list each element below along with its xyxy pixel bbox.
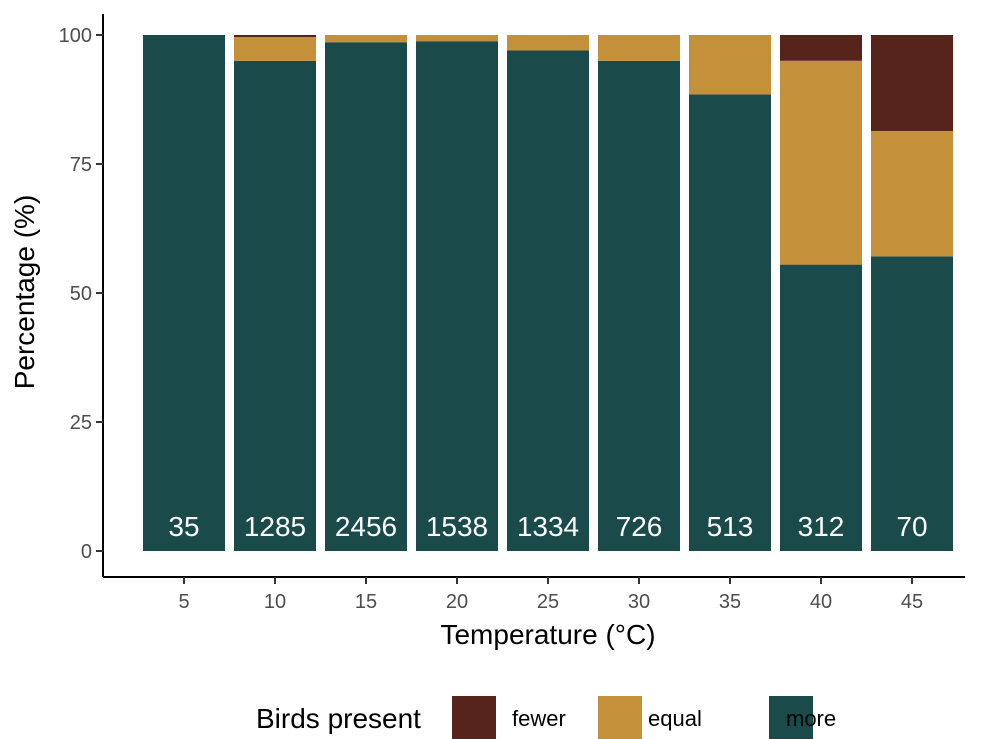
x-tick-label-45: 45: [901, 591, 923, 613]
legend-label-more: more: [786, 706, 836, 731]
bar-segment-fewer-40: [780, 35, 862, 61]
x-tick-label-40: 40: [810, 591, 832, 613]
legend-title: Birds present: [256, 703, 421, 734]
y-tick-label-25: 25: [70, 412, 92, 434]
count-label-35: 513: [707, 511, 754, 542]
y-axis-ticks: 0 25 50 75 100: [59, 25, 103, 563]
bar-segment-equal-15: [325, 35, 407, 43]
x-tick-label-25: 25: [537, 591, 559, 613]
x-axis-ticks: 5 10 15 20 25 30 35 40 45: [178, 577, 923, 613]
legend-label-fewer: fewer: [512, 706, 566, 731]
x-tick-label-20: 20: [446, 591, 468, 613]
count-label-15: 2456: [335, 511, 397, 542]
bar-segment-equal-45: [871, 130, 953, 257]
count-labels-layer: 35 1285 2456 1538 1334 726 513 312 70: [168, 511, 927, 542]
count-label-10: 1285: [244, 511, 306, 542]
bar-segment-fewer-45: [871, 35, 953, 131]
count-label-30: 726: [616, 511, 663, 542]
legend-key-equal: [598, 696, 642, 739]
x-tick-label-30: 30: [628, 591, 650, 613]
y-tick-label-50: 50: [70, 283, 92, 305]
bar-segment-more-35: [689, 94, 771, 551]
bar-segment-more-25: [507, 50, 589, 551]
bar-segment-fewer-10: [234, 35, 316, 38]
legend: Birds present fewer equal more: [256, 696, 836, 739]
count-label-40: 312: [798, 511, 845, 542]
bar-segment-more-15: [325, 42, 407, 551]
legend-key-fewer: [452, 696, 496, 739]
x-tick-label-5: 5: [178, 591, 189, 613]
y-tick-label-75: 75: [70, 154, 92, 176]
x-tick-label-10: 10: [264, 591, 286, 613]
bar-segment-equal-10: [234, 37, 316, 61]
x-tick-label-35: 35: [719, 591, 741, 613]
bar-segment-more-30: [598, 60, 680, 552]
bar-segment-equal-35: [689, 35, 771, 95]
bar-segment-equal-25: [507, 35, 589, 51]
count-label-5: 35: [168, 511, 199, 542]
x-axis-title: Temperature (°C): [440, 619, 655, 650]
bar-segment-equal-30: [598, 35, 680, 61]
bar-segment-more-45: [871, 256, 953, 551]
legend-label-equal: equal: [648, 706, 702, 731]
count-label-25: 1334: [517, 511, 579, 542]
bar-segment-more-5: [143, 35, 225, 551]
bar-segment-more-40: [780, 264, 862, 551]
bar-segment-more-20: [416, 41, 498, 551]
bar-segment-more-10: [234, 60, 316, 552]
bar-segment-equal-40: [780, 60, 862, 265]
bar-segment-equal-20: [416, 35, 498, 42]
legend-key-more: [769, 696, 813, 739]
y-axis-title: Percentage (%): [9, 195, 40, 390]
x-tick-label-15: 15: [355, 591, 377, 613]
count-label-20: 1538: [426, 511, 488, 542]
bars-layer: [143, 35, 953, 552]
y-tick-label-0: 0: [81, 541, 92, 563]
y-tick-label-100: 100: [59, 25, 92, 47]
count-label-45: 70: [896, 511, 927, 542]
